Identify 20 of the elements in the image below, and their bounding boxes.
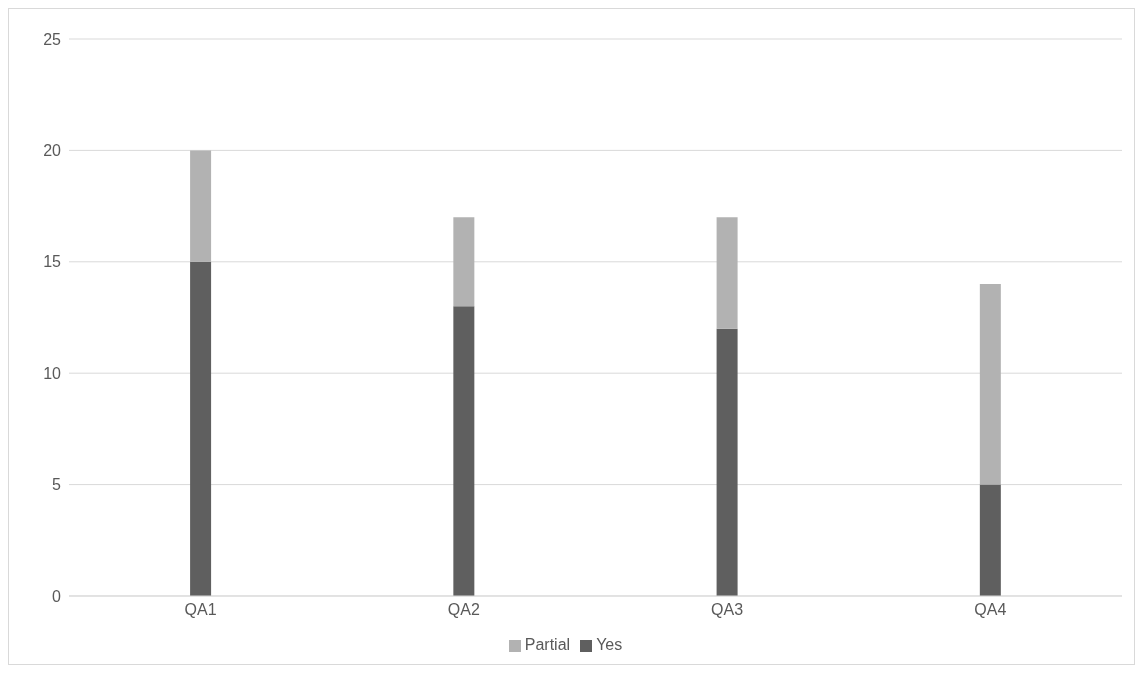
y-tick-label: 5 — [52, 476, 62, 494]
legend-label: Partial — [524, 636, 571, 653]
y-tick-label: 10 — [43, 364, 62, 382]
bar — [979, 284, 1001, 485]
y-tick-label: 25 — [43, 30, 62, 48]
bar — [190, 261, 212, 596]
y-tick-label: 0 — [52, 587, 62, 605]
bar — [716, 328, 738, 596]
bar — [453, 306, 475, 596]
y-tick-label: 15 — [43, 253, 62, 271]
x-tick-label: QA4 — [974, 601, 1007, 619]
legend-label: Yes — [596, 636, 623, 653]
bar — [716, 217, 738, 329]
x-tick-label: QA2 — [447, 601, 480, 619]
x-tick-label: QA1 — [184, 601, 217, 619]
bar — [979, 484, 1001, 596]
y-tick-label: 20 — [43, 142, 62, 160]
bar — [190, 150, 212, 262]
x-tick-label: QA3 — [711, 601, 744, 619]
bar — [453, 217, 475, 307]
